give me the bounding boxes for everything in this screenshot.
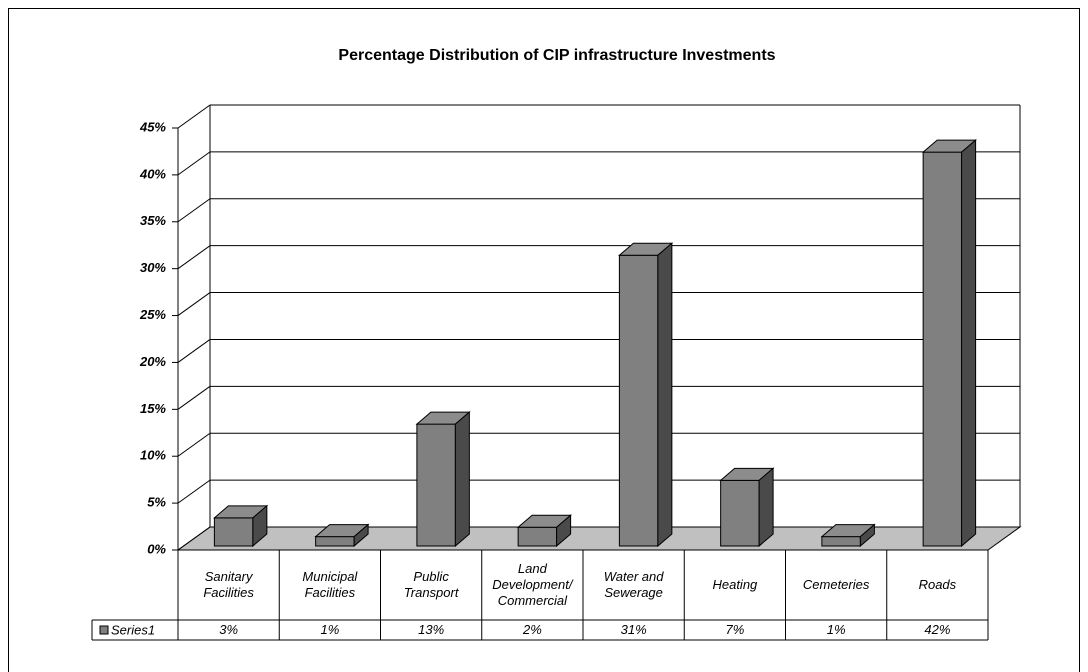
- y-tick-label: 20%: [139, 354, 166, 369]
- value-label: 42%: [924, 622, 951, 637]
- side-grid-line: [177, 526, 211, 551]
- category-label: Water and Sewerage: [603, 569, 664, 600]
- y-tick-label: 45%: [139, 119, 166, 134]
- value-label: 2%: [522, 622, 542, 637]
- legend-label: Series1: [111, 622, 155, 637]
- bar-side: [353, 523, 369, 548]
- value-label: 1%: [320, 622, 340, 637]
- side-grid-line: [177, 385, 211, 410]
- bar-side: [454, 411, 470, 548]
- bar-front: [618, 254, 659, 547]
- legend-swatch: [99, 625, 109, 635]
- bar-front: [720, 479, 760, 547]
- value-label: 3%: [219, 622, 239, 637]
- y-tick-label: 30%: [140, 260, 166, 275]
- category-label: Land Development/ Commercial: [492, 561, 573, 608]
- bar-side: [556, 514, 572, 548]
- category-label: Heating: [712, 577, 758, 592]
- bar-side: [252, 504, 268, 548]
- y-tick-label: 25%: [139, 307, 166, 322]
- y-tick-label: 40%: [139, 166, 166, 181]
- bar-side: [758, 467, 774, 548]
- side-grid-line: [177, 245, 211, 270]
- side-grid-line: [177, 151, 211, 176]
- side-grid-line: [177, 479, 211, 504]
- bar-front: [213, 517, 254, 547]
- value-label: 1%: [826, 622, 846, 637]
- bar-side: [961, 139, 977, 548]
- side-grid-line: [177, 432, 211, 457]
- side-grid-line: [177, 339, 211, 363]
- bar-side: [859, 523, 875, 548]
- category-label: Public Transport: [403, 569, 459, 600]
- bar-front: [821, 536, 861, 547]
- category-label: Sanitary Facilities: [203, 569, 254, 600]
- value-label: 7%: [725, 622, 745, 637]
- chart-title: Percentage Distribution of CIP infrastru…: [338, 47, 775, 64]
- value-label: 31%: [620, 622, 647, 637]
- bar-front: [517, 526, 558, 547]
- y-tick-label: 35%: [140, 213, 166, 228]
- value-label: 13%: [418, 622, 445, 637]
- floor: [176, 526, 1022, 551]
- bar-front: [416, 423, 456, 547]
- side-grid-line: [177, 292, 211, 316]
- chart-border: [8, 8, 1080, 672]
- side-grid-line: [177, 198, 211, 223]
- y-tick-label: 0%: [147, 541, 166, 556]
- y-tick-label: 15%: [140, 401, 166, 416]
- y-tick-label: 5%: [147, 495, 166, 510]
- category-label: Roads: [918, 577, 957, 592]
- side-grid-line: [177, 104, 211, 129]
- y-tick-label: 10%: [140, 448, 166, 463]
- bar-front: [922, 151, 963, 547]
- category-label: Cemeteries: [802, 577, 870, 592]
- category-label: Municipal Facilities: [302, 569, 358, 600]
- bar-side: [657, 242, 673, 548]
- bar-front: [315, 536, 355, 547]
